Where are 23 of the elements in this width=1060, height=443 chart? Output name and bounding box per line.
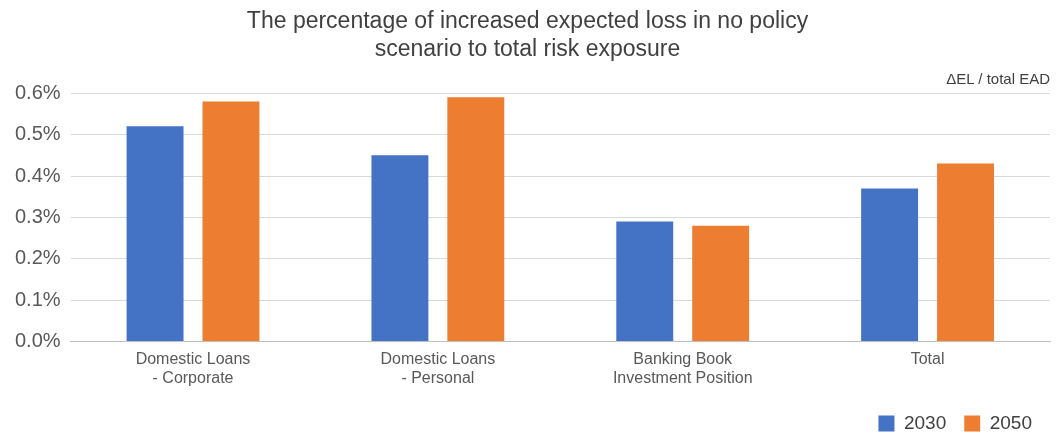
bar bbox=[371, 155, 429, 342]
x-tick-label: Banking Book Investment Position bbox=[612, 349, 753, 386]
y-tick-label: 0.5% bbox=[14, 122, 61, 145]
chart-title: The percentage of increased expected loss in no policy scenario to total risk exposure bbox=[246, 7, 809, 61]
y-tick-label: 0.1% bbox=[14, 287, 61, 310]
bar bbox=[861, 188, 919, 342]
y-tick-label: 0.4% bbox=[14, 163, 61, 186]
legend-label: 2050 bbox=[989, 411, 1033, 433]
bar bbox=[692, 225, 750, 342]
x-tick-label: Total bbox=[910, 349, 945, 367]
text: ΔEL / total EAD bbox=[946, 69, 1051, 87]
y-tick-label: 0.2% bbox=[14, 246, 61, 269]
bar bbox=[126, 126, 184, 342]
y-tick-label: 0.6% bbox=[14, 80, 61, 103]
y-tick-label: 0.0% bbox=[14, 329, 61, 352]
bar bbox=[616, 221, 674, 342]
y-tick-label: 0.3% bbox=[14, 204, 61, 227]
bar bbox=[202, 101, 260, 342]
x-tick-label: Domestic Loans - Personal bbox=[380, 349, 496, 386]
bar bbox=[937, 163, 994, 342]
x-tick-label: Domestic Loans - Corporate bbox=[135, 349, 251, 386]
legend-label: 2030 bbox=[903, 411, 947, 433]
bar bbox=[447, 97, 505, 342]
